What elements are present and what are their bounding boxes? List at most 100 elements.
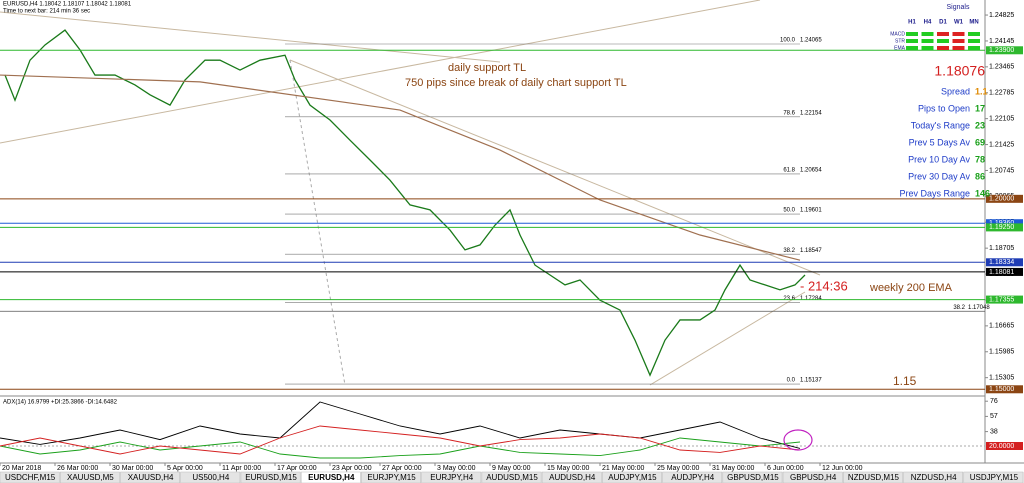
info-value: 78: [975, 154, 985, 164]
tab[interactable]: [0, 471, 60, 483]
price-level-tag: [986, 194, 1023, 203]
signals-column: H4: [924, 20, 932, 26]
x-tick-label: 5 Apr 00:00: [167, 465, 203, 472]
price-line: [4, 29, 806, 377]
trendline: [0, 0, 761, 144]
tab-label[interactable]: AUDUSD,H4: [549, 473, 596, 482]
tab-label[interactable]: NZDUSD,M15: [848, 473, 900, 482]
price-level-tag: [986, 258, 1023, 267]
signal-cell: [921, 32, 934, 36]
x-tick-label: 31 May 00:00: [712, 465, 755, 472]
tab[interactable]: [843, 471, 903, 483]
signals-column: H1: [908, 20, 916, 26]
price-chart: [0, 0, 821, 386]
tab-label[interactable]: EURUSD,M15: [245, 473, 297, 482]
tab-label[interactable]: EURUSD,H4: [308, 473, 355, 482]
info-label: Prev 30 Day Av: [908, 171, 970, 181]
signal-cell: [906, 46, 918, 50]
tab[interactable]: [59, 471, 120, 483]
tab-label[interactable]: XAUUSD,H4: [128, 473, 174, 482]
signals-column: D1: [939, 20, 947, 26]
tab[interactable]: [963, 471, 1024, 483]
y-tick-label: 1.21425: [989, 141, 1014, 148]
x-tick-label: 27 Apr 00:00: [382, 465, 422, 472]
y-tick-label: 1.23465: [989, 64, 1014, 71]
adx-tick-label: 38: [990, 428, 998, 435]
tab-label[interactable]: EURJPY,M15: [367, 473, 416, 482]
info-label: Pips to Open: [918, 103, 970, 113]
trendline: [289, 59, 821, 276]
signal-cell: [921, 39, 934, 43]
tab[interactable]: [722, 471, 783, 483]
x-tick-label: 25 May 00:00: [657, 465, 700, 472]
y-tick-label: 1.22105: [989, 115, 1014, 122]
x-tick-label: 17 Apr 00:00: [277, 465, 317, 472]
y-tick-label: 1.16665: [989, 323, 1014, 330]
signal-cell: [937, 32, 949, 36]
highlight-circle: [783, 429, 813, 451]
tab-label[interactable]: AUDUSD,M15: [486, 473, 538, 482]
fib-price-label: 1.20654: [800, 168, 822, 174]
x-tick-label: 12 Jun 00:00: [822, 465, 863, 472]
annotation: 1.15: [893, 374, 917, 388]
y-tick-label: 1.22785: [989, 90, 1014, 97]
fib-level-label: 0.0: [787, 378, 796, 384]
adx-level-tag: [986, 442, 1023, 450]
fib-level-label: 100.0: [780, 38, 796, 44]
tab[interactable]: [602, 471, 662, 483]
fib-level-label: 78.6: [783, 110, 795, 116]
annotation: daily support TL: [448, 62, 526, 74]
tab-label[interactable]: AUDJPY,H4: [671, 473, 715, 482]
tab-label[interactable]: USDCHF,M15: [5, 473, 56, 482]
tab[interactable]: [662, 471, 723, 483]
price-level-label: 1.19250: [989, 224, 1014, 231]
tab-label[interactable]: AUDJPY,M15: [608, 473, 657, 482]
x-tick-label: 11 Apr 00:00: [222, 465, 261, 472]
adx-line: [0, 401, 801, 449]
tab[interactable]: [782, 471, 843, 483]
tab[interactable]: [120, 471, 180, 483]
tab[interactable]: [903, 471, 964, 483]
current-price: 1.18076: [934, 63, 985, 79]
x-tick-label: 23 Apr 00:00: [332, 465, 372, 472]
tab-label[interactable]: GBPUSD,H4: [790, 473, 837, 482]
price-level-label: 1.18081: [989, 269, 1014, 276]
ema-line: [0, 74, 801, 261]
tab[interactable]: [240, 471, 301, 483]
tab-label[interactable]: US500,H4: [192, 473, 229, 482]
tab[interactable]: [541, 471, 602, 483]
tab[interactable]: [481, 471, 542, 483]
x-tick-label: 6 Jun 00:00: [767, 465, 804, 472]
tab-label[interactable]: NZDUSD,H4: [911, 473, 957, 482]
price-level-label: 1.20000: [989, 196, 1014, 203]
tab[interactable]: [421, 471, 482, 483]
info-value: 146: [975, 188, 990, 198]
fib-baseline: [289, 59, 346, 386]
signals-row-label: MACD: [890, 31, 905, 37]
signals-title: Signals: [947, 4, 970, 11]
fib-price-label: 1.15137: [800, 378, 822, 384]
tab-label[interactable]: XAUUSD,M5: [67, 473, 114, 482]
price-level-tag: [986, 219, 1023, 228]
tab[interactable]: [361, 471, 421, 483]
signals-column: W1: [954, 20, 964, 26]
tab[interactable]: [300, 471, 361, 483]
signal-cell: [968, 39, 980, 43]
info-value: 1.1: [975, 86, 988, 96]
y-tick-label: 1.24145: [989, 38, 1014, 45]
info-label: Today's Range: [911, 120, 970, 130]
fib-level-label: 38.2: [953, 305, 965, 311]
tab-label[interactable]: USDJPY,M15: [970, 473, 1019, 482]
fib-level-label: 38.2: [783, 248, 795, 254]
x-tick-label: 21 May 00:00: [602, 465, 645, 472]
signal-cell: [906, 39, 918, 43]
tab-label[interactable]: GBPUSD,M15: [727, 473, 779, 482]
x-tick-label: 30 Mar 00:00: [112, 465, 153, 472]
y-tick-label: 1.15985: [989, 349, 1014, 356]
trendline: [649, 291, 806, 386]
x-tick-label: 15 May 00:00: [547, 465, 590, 472]
tab[interactable]: [180, 471, 241, 483]
tab-label[interactable]: EURJPY,H4: [430, 473, 474, 482]
info-label: Prev 10 Day Av: [908, 154, 970, 164]
